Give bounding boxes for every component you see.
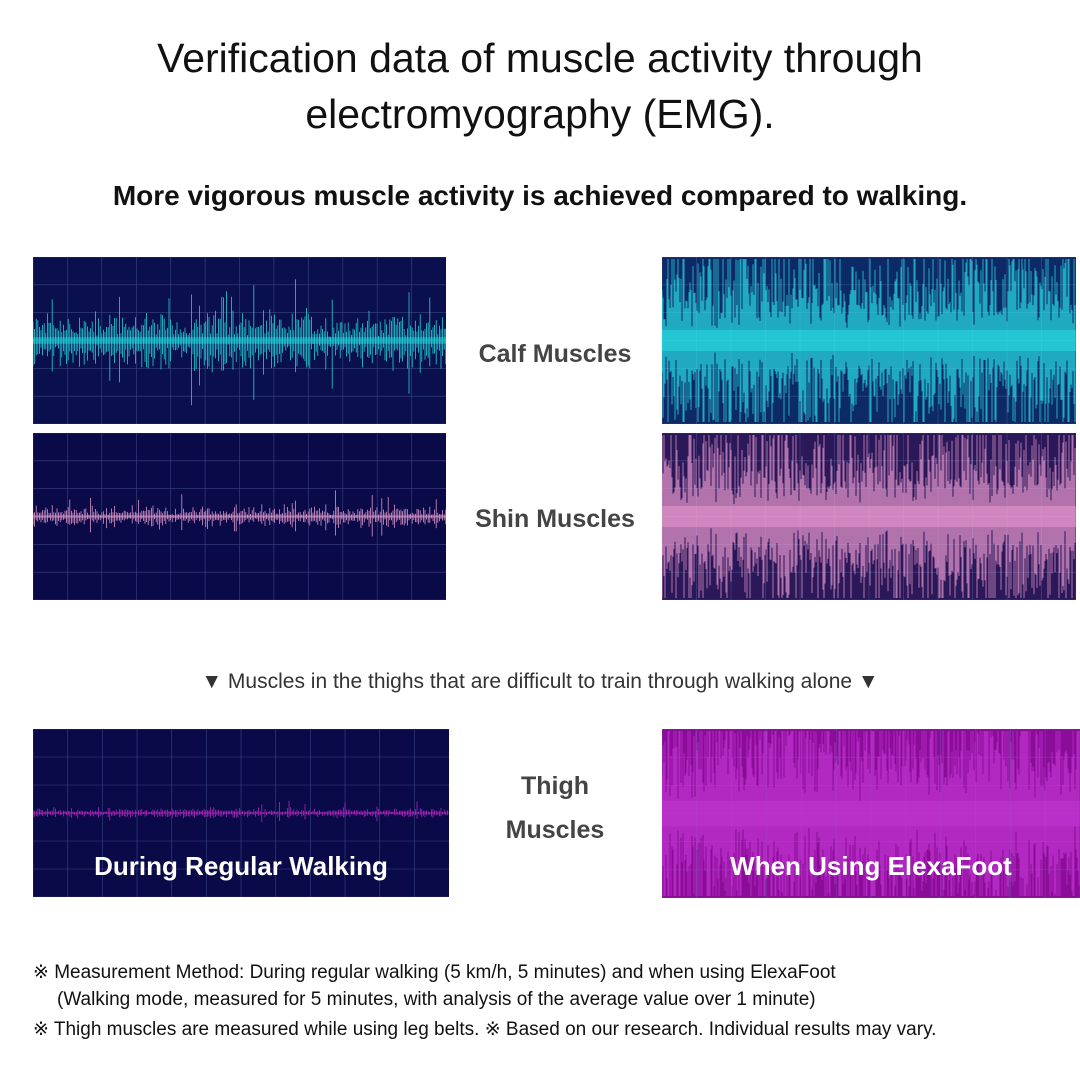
emg-core	[33, 337, 446, 344]
footnote: ※ Thigh muscles are measured while using…	[33, 1019, 937, 1040]
emg-panel	[33, 433, 446, 600]
panel-caption: When Using ElexaFoot	[730, 851, 1012, 881]
emg-panel	[662, 433, 1076, 600]
footnote: (Walking mode, measured for 5 minutes, w…	[57, 989, 816, 1010]
footnote: ※ Measurement Method: During regular wal…	[33, 962, 836, 983]
emg-trace	[33, 490, 446, 537]
emg-trace	[662, 435, 1076, 598]
emg-trace	[662, 259, 1076, 422]
emg-trace	[33, 279, 446, 406]
emg-core	[33, 515, 446, 518]
emg-core	[662, 330, 1076, 351]
emg-core	[662, 800, 1080, 827]
subtitle: More vigorous muscle activity is achieve…	[112, 180, 968, 211]
emg-panel	[662, 257, 1076, 424]
emg-panel	[662, 729, 1080, 898]
row-label: Calf Muscles	[478, 340, 632, 368]
emg-core	[33, 812, 449, 814]
emg-panel	[33, 257, 446, 424]
title: Verification data of muscle activity thr…	[157, 35, 923, 137]
panel-caption: During Regular Walking	[94, 851, 388, 881]
emg-core	[662, 506, 1076, 527]
emg-panel	[33, 729, 449, 897]
emg-trace	[33, 800, 448, 823]
emg-trace	[662, 731, 1080, 896]
row-label: Shin Muscles	[475, 505, 635, 533]
row-label: Thigh Muscles	[505, 772, 605, 844]
divider-text: ▼ Muscles in the thighs that are difficu…	[201, 670, 879, 693]
